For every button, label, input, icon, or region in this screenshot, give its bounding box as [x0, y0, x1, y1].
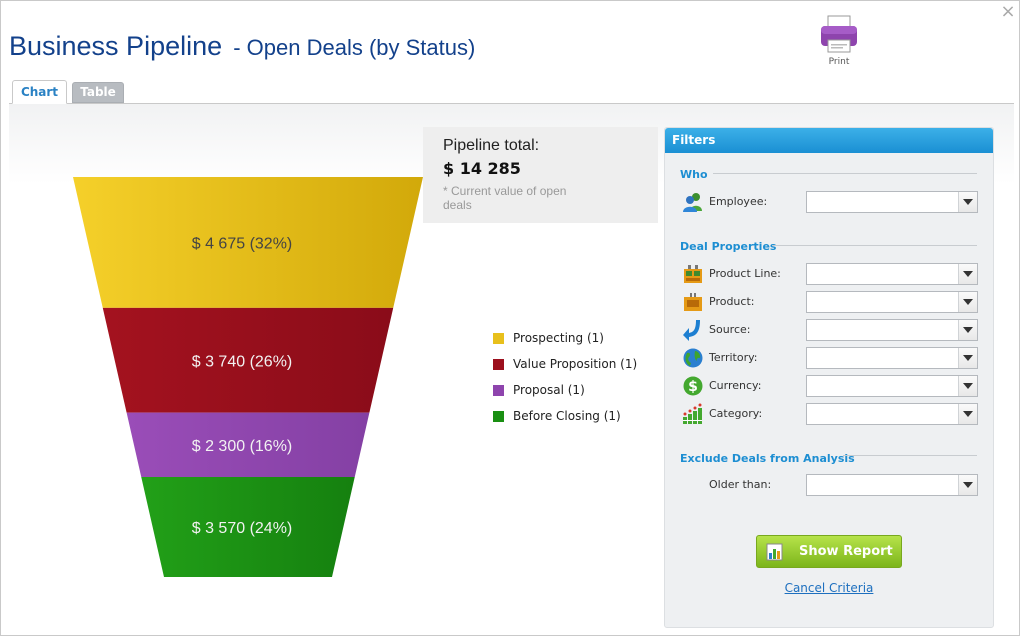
show-report-button[interactable]: Show Report	[756, 535, 902, 568]
legend-swatch	[493, 358, 504, 370]
currency-select[interactable]	[806, 375, 978, 397]
chevron-down-icon[interactable]	[958, 320, 977, 340]
pipeline-total-label: Pipeline total:	[443, 137, 540, 154]
currency-label: Currency:	[709, 379, 762, 392]
employee-select[interactable]	[806, 191, 978, 213]
funnel-layers	[73, 177, 423, 577]
source-select[interactable]	[806, 319, 978, 341]
funnel-segment	[102, 307, 394, 413]
filter-row-product-line: Product Line:	[680, 262, 980, 286]
funnel-label: $ 4 675 (32%)	[192, 235, 293, 252]
section-deal-properties: Deal Properties	[680, 240, 777, 253]
legend-item: Before Closing (1)	[493, 403, 637, 429]
product-label: Product:	[709, 295, 755, 308]
chevron-down-icon[interactable]	[958, 264, 977, 284]
category-select[interactable]	[806, 403, 978, 425]
chevron-down-icon[interactable]	[958, 292, 977, 312]
employee-label: Employee:	[709, 195, 768, 208]
legend-item: Prospecting (1)	[493, 325, 637, 351]
territory-label: Territory:	[709, 351, 758, 364]
section-exclude: Exclude Deals from Analysis	[680, 452, 855, 465]
product-line-label: Product Line:	[709, 267, 781, 280]
section-divider	[843, 455, 977, 456]
category-label: Category:	[709, 407, 763, 420]
filter-row-currency: $ Currency:	[680, 374, 980, 398]
product-line-select[interactable]	[806, 263, 978, 285]
legend-item: Proposal (1)	[493, 377, 637, 403]
source-label: Source:	[709, 323, 751, 336]
report-icon	[766, 543, 783, 561]
legend-swatch	[493, 410, 504, 422]
pipeline-total-note: * Current value of open deals	[443, 184, 567, 212]
filters-panel: Filters Who Employee: Deal Properties	[664, 127, 994, 628]
older-than-select[interactable]	[806, 474, 978, 496]
product-icon	[684, 293, 702, 311]
chart-legend: Prospecting (1) Value Proposition (1) Pr…	[493, 325, 637, 429]
chevron-down-icon[interactable]	[958, 404, 977, 424]
filters-header: Filters	[665, 128, 993, 153]
tab-chart[interactable]: Chart	[12, 80, 67, 104]
show-report-label: Show Report	[799, 544, 893, 559]
chevron-down-icon[interactable]	[958, 348, 977, 368]
product-line-icon	[684, 265, 702, 283]
section-divider	[713, 173, 977, 174]
dollar-icon: $	[683, 376, 703, 396]
globe-icon	[683, 348, 703, 368]
tab-divider	[9, 103, 1014, 104]
legend-item: Value Proposition (1)	[493, 351, 637, 377]
filter-row-older-than: Older than:	[680, 473, 980, 497]
users-icon	[683, 193, 702, 212]
territory-select[interactable]	[806, 347, 978, 369]
funnel-segment	[126, 412, 370, 478]
legend-label: Prospecting (1)	[513, 331, 604, 345]
pipeline-total-box: Pipeline total: $ 14 285 * Current value…	[423, 127, 658, 223]
chevron-down-icon[interactable]	[958, 475, 977, 495]
funnel-labels: $ 4 675 (32%) $ 3 740 (26%) $ 2 300 (16%) $…	[192, 235, 293, 537]
printer-icon	[821, 15, 857, 53]
legend-swatch	[493, 384, 504, 396]
funnel-label: $ 3 570 (24%)	[192, 520, 293, 537]
pipeline-total-value: $ 14 285	[443, 159, 521, 178]
section-divider	[772, 245, 977, 246]
funnel-chart: $ 4 675 (32%) $ 3 740 (26%) $ 2 300 (16%) $…	[73, 177, 423, 577]
legend-swatch	[493, 332, 504, 344]
older-than-label: Older than:	[709, 478, 772, 491]
print-button[interactable]: Print	[813, 13, 865, 71]
filter-row-product: Product:	[680, 290, 980, 314]
svg-text:$: $	[688, 379, 698, 395]
title-sub: - Open Deals (by Status)	[233, 35, 476, 60]
funnel-segment	[73, 177, 423, 308]
tab-table[interactable]: Table	[72, 82, 124, 103]
print-label: Print	[828, 57, 850, 67]
product-select[interactable]	[806, 291, 978, 313]
close-icon[interactable]: ×	[1000, 1, 1016, 22]
category-icon	[683, 403, 702, 424]
legend-label: Value Proposition (1)	[513, 357, 638, 371]
funnel-segment	[141, 477, 355, 577]
funnel-label: $ 3 740 (26%)	[192, 353, 293, 370]
funnel-label: $ 2 300 (16%)	[192, 438, 293, 455]
chevron-down-icon[interactable]	[958, 192, 977, 212]
legend-label: Before Closing (1)	[513, 409, 621, 423]
filter-row-category: Category:	[680, 402, 980, 426]
section-who: Who	[680, 168, 708, 181]
filter-row-employee: Employee:	[680, 190, 980, 214]
cancel-criteria-link[interactable]: Cancel Criteria	[784, 581, 874, 595]
filter-row-source: Source:	[680, 318, 980, 342]
page-title: Business Pipeline - Open Deals (by Statu…	[9, 31, 475, 62]
filter-row-territory: Territory:	[680, 346, 980, 370]
source-arrow-icon	[683, 320, 700, 341]
legend-label: Proposal (1)	[513, 383, 585, 397]
title-main: Business Pipeline	[9, 31, 223, 61]
chevron-down-icon[interactable]	[958, 376, 977, 396]
